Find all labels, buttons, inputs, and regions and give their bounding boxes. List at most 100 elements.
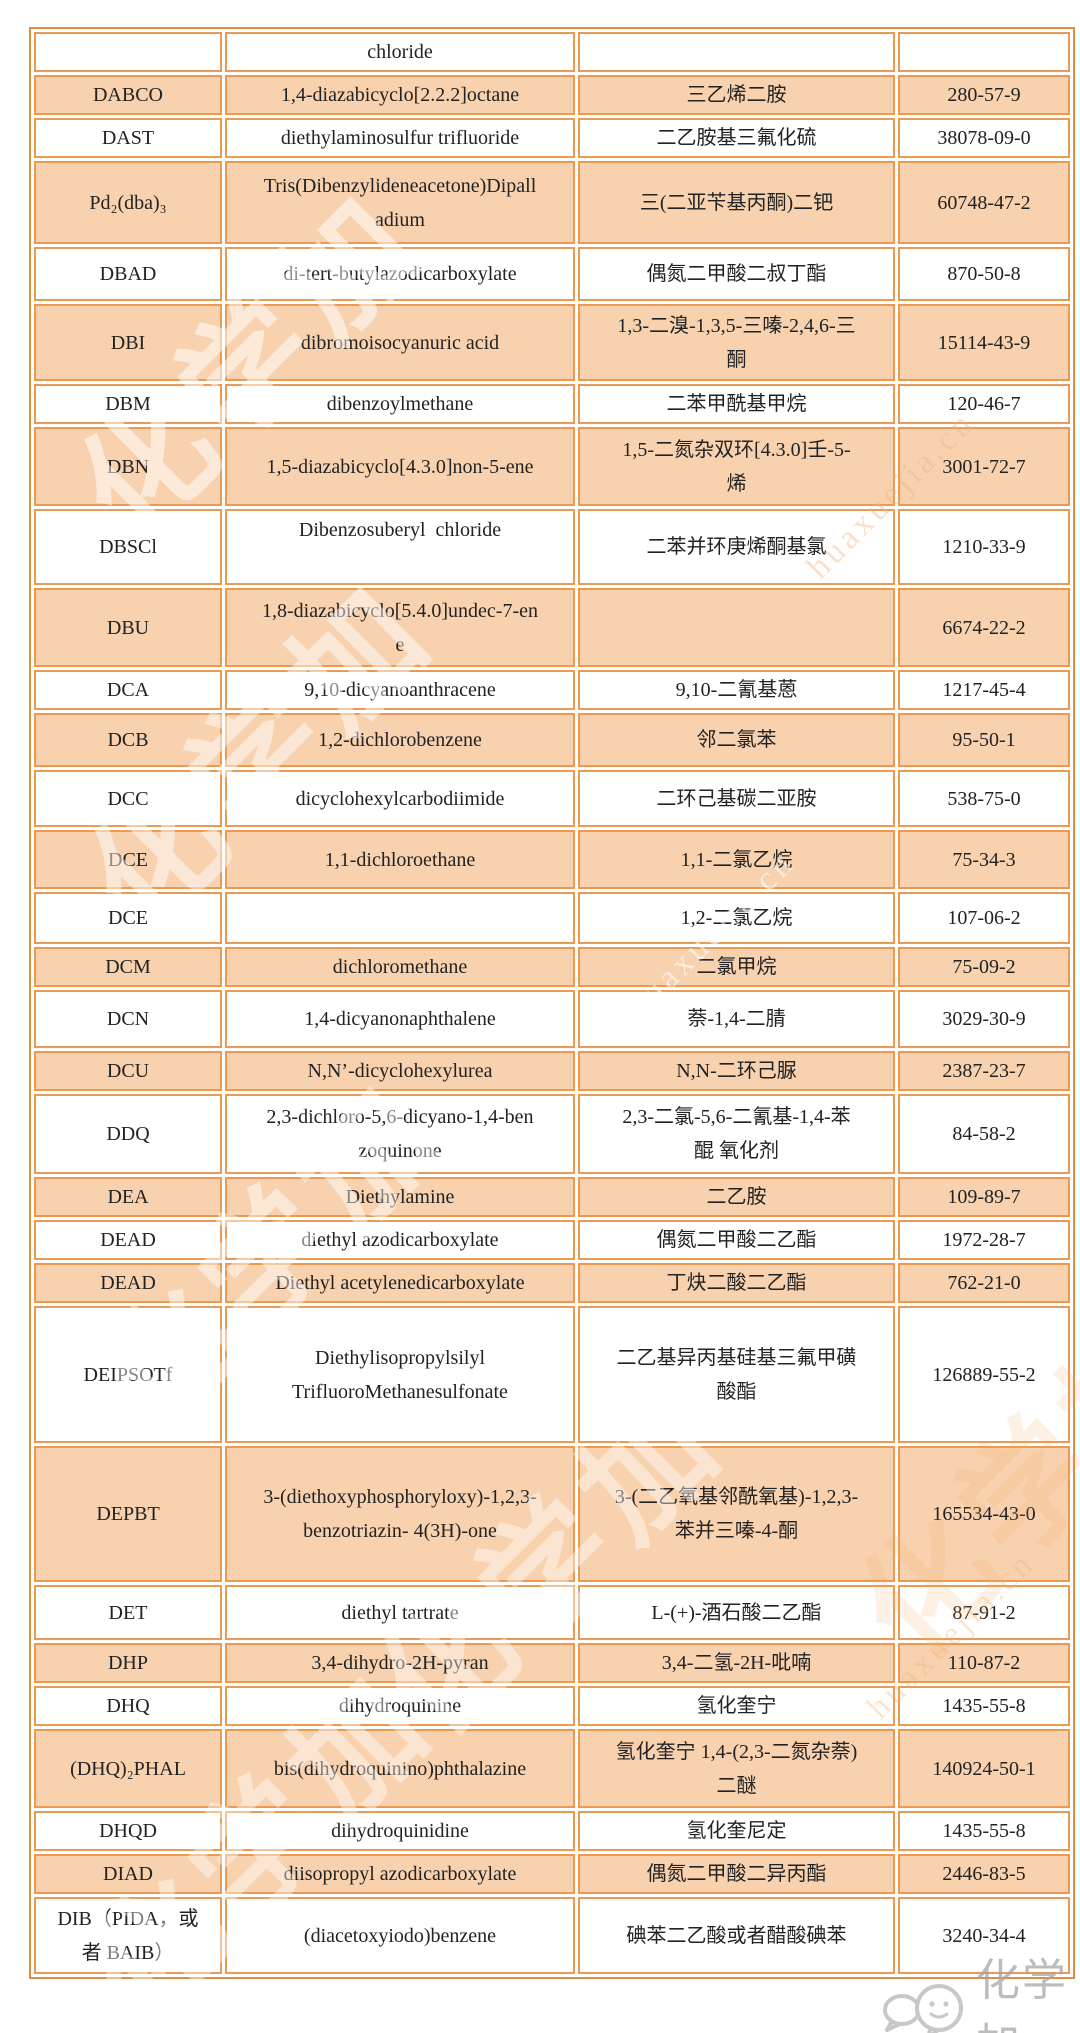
cas-cell: 60748-47-2	[898, 161, 1070, 244]
chinese-name-cell: L-(+)-酒石酸二乙酯	[578, 1585, 895, 1640]
abbr-cell: DHQ	[34, 1686, 222, 1726]
abbr-cell: DET	[34, 1585, 222, 1640]
chinese-name-cell: 三乙烯二胺	[578, 75, 895, 115]
cas-cell: 3001-72-7	[898, 427, 1070, 506]
cas-cell: 1435-55-8	[898, 1811, 1070, 1851]
cas-cell: 87-91-2	[898, 1585, 1070, 1640]
table-row: DEAD Diethyl acetylenedicarboxylate 丁炔二酸二乙…	[34, 1263, 1070, 1303]
table-row: DBI dibromoisocyanuric acid 1,3-二溴-1,3,5-三…	[34, 304, 1070, 381]
abbr-cell: DEAD	[34, 1220, 222, 1260]
abbr-cell: DIAD	[34, 1854, 222, 1894]
table-row: DBN 1,5-diazabicyclo[4.3.0]non-5-ene 1,5-二…	[34, 427, 1070, 506]
cas-cell: 538-75-0	[898, 770, 1070, 827]
abbr-cell	[34, 32, 222, 72]
cas-cell: 84-58-2	[898, 1094, 1070, 1174]
table-row: DEAD diethyl azodicarboxylate 偶氮二甲酸二乙酯 1972…	[34, 1220, 1070, 1260]
table-row: DHQ dihydroquinine 氢化奎宁 1435-55-8	[34, 1686, 1070, 1726]
cas-cell: 109-89-7	[898, 1177, 1070, 1217]
abbr-cell: (DHQ)₂PHAL	[34, 1729, 222, 1808]
english-name-cell: 1,5-diazabicyclo[4.3.0]non-5-ene	[225, 427, 575, 506]
cas-cell: 165534-43-0	[898, 1446, 1070, 1582]
abbr-cell: DHP	[34, 1643, 222, 1683]
abbr-cell: DAST	[34, 118, 222, 158]
chinese-name-cell: 二苯甲酰基甲烷	[578, 384, 895, 424]
table-row: DHQD dihydroquinidine 氢化奎尼定 1435-55-8	[34, 1811, 1070, 1851]
english-name-cell: Dibenzosuberyl chloride	[225, 509, 575, 585]
table-row: DCC dicyclohexylcarbodiimide 二环己基碳二亚胺 538-7…	[34, 770, 1070, 827]
english-name-cell: Tris(Dibenzylideneacetone)Dipall adium	[225, 161, 575, 244]
table-row: DBSCl Dibenzosuberyl chloride 二苯并环庚烯酮基氯 12…	[34, 509, 1070, 585]
abbr-cell: DEPBT	[34, 1446, 222, 1582]
abbr-cell: DDQ	[34, 1094, 222, 1174]
cas-cell: 1435-55-8	[898, 1686, 1070, 1726]
english-name-cell: diethyl azodicarboxylate	[225, 1220, 575, 1260]
table-row: DET diethyl tartrate L-(+)-酒石酸二乙酯 87-91-2	[34, 1585, 1070, 1640]
cas-cell: 6674-22-2	[898, 588, 1070, 667]
english-name-cell	[225, 892, 575, 944]
cas-cell: 95-50-1	[898, 713, 1070, 767]
english-name-cell: (diacetoxyiodo)benzene	[225, 1897, 575, 1974]
english-name-cell: dihydroquinidine	[225, 1811, 575, 1851]
chat-bubbles-icon	[878, 1972, 970, 2033]
chinese-name-cell: 二乙胺基三氟化硫	[578, 118, 895, 158]
abbr-cell: DBN	[34, 427, 222, 506]
cas-cell: 870-50-8	[898, 247, 1070, 301]
table-row: DCE 1,1-dichloroethane 1,1-二氯乙烷 75-34-3	[34, 830, 1070, 889]
cas-cell: 75-34-3	[898, 830, 1070, 889]
english-name-cell: dibenzoylmethane	[225, 384, 575, 424]
table-row: DBAD di-tert-butylazodicarboxylate 偶氮二甲酸二叔…	[34, 247, 1070, 301]
abbr-cell: DBI	[34, 304, 222, 381]
abbr-cell: DABCO	[34, 75, 222, 115]
abbr-cell: DCU	[34, 1051, 222, 1091]
abbr-cell: DCB	[34, 713, 222, 767]
cas-cell: 107-06-2	[898, 892, 1070, 944]
english-name-cell: Diethyl acetylenedicarboxylate	[225, 1263, 575, 1303]
abbr-cell: DBAD	[34, 247, 222, 301]
abbr-cell: DCA	[34, 670, 222, 710]
abbr-cell: DCC	[34, 770, 222, 827]
english-name-cell: chloride	[225, 32, 575, 72]
abbr-cell: DBM	[34, 384, 222, 424]
english-name-cell: N,N’-dicyclohexylurea	[225, 1051, 575, 1091]
english-name-cell: di-tert-butylazodicarboxylate	[225, 247, 575, 301]
chinese-name-cell: 二乙胺	[578, 1177, 895, 1217]
table-row: DEA Diethylamine 二乙胺 109-89-7	[34, 1177, 1070, 1217]
english-name-cell: dicyclohexylcarbodiimide	[225, 770, 575, 827]
english-name-cell: dibromoisocyanuric acid	[225, 304, 575, 381]
table-row: DEIPSOTf Diethylisopropylsilyl TrifluoroM…	[34, 1306, 1070, 1443]
reagent-abbreviation-table: chloride DABCO 1,4-diazabicyclo[2.2.2]octa…	[29, 27, 1075, 1979]
cas-cell: 762-21-0	[898, 1263, 1070, 1303]
table-row: DCM dichloromethane 二氯甲烷 75-09-2	[34, 947, 1070, 987]
cas-cell: 75-09-2	[898, 947, 1070, 987]
chinese-name-cell: 邻二氯苯	[578, 713, 895, 767]
abbr-cell: DHQD	[34, 1811, 222, 1851]
cas-cell: 280-57-9	[898, 75, 1070, 115]
chinese-name-cell: N,N-二环己脲	[578, 1051, 895, 1091]
table-row: chloride	[34, 32, 1070, 72]
chinese-name-cell: 3,4-二氢-2H-吡喃	[578, 1643, 895, 1683]
table-row: DCN 1,4-dicyanonaphthalene 萘-1,4-二腈 3029-30…	[34, 990, 1070, 1048]
cas-cell: 2446-83-5	[898, 1854, 1070, 1894]
chinese-name-cell: 2,3-二氯-5,6-二氰基-1,4-苯 醌 氧化剂	[578, 1094, 895, 1174]
abbr-cell: DCE	[34, 892, 222, 944]
abbr-cell: DCM	[34, 947, 222, 987]
table-row: DABCO 1,4-diazabicyclo[2.2.2]octane 三乙烯二胺 2…	[34, 75, 1070, 115]
table-row: DDQ 2,3-dichloro-5,6-dicyano-1,4-ben zoqu…	[34, 1094, 1070, 1174]
english-name-cell: 1,4-dicyanonaphthalene	[225, 990, 575, 1048]
chinese-name-cell: 二苯并环庚烯酮基氯	[578, 509, 895, 585]
english-name-cell: dichloromethane	[225, 947, 575, 987]
abbr-cell: Pd₂(dba)₃	[34, 161, 222, 244]
table-row: DHP 3,4-dihydro-2H-pyran 3,4-二氢-2H-吡喃 110-8…	[34, 1643, 1070, 1683]
table-row: DCU N,N’-dicyclohexylurea N,N-二环己脲 2387-23-…	[34, 1051, 1070, 1091]
english-name-cell: Diethylisopropylsilyl TrifluoroMethanesu…	[225, 1306, 575, 1443]
table-row: DIAD diisopropyl azodicarboxylate 偶氮二甲酸二异丙…	[34, 1854, 1070, 1894]
english-name-cell: 9,10-dicyanoanthracene	[225, 670, 575, 710]
chinese-name-cell: 偶氮二甲酸二乙酯	[578, 1220, 895, 1260]
english-name-cell: 2,3-dichloro-5,6-dicyano-1,4-ben zoquino…	[225, 1094, 575, 1174]
english-name-cell: diethyl tartrate	[225, 1585, 575, 1640]
english-name-cell: 1,8-diazabicyclo[5.4.0]undec-7-en e	[225, 588, 575, 667]
chinese-name-cell: 偶氮二甲酸二异丙酯	[578, 1854, 895, 1894]
cas-cell: 15114-43-9	[898, 304, 1070, 381]
chinese-name-cell: 三(二亚苄基丙酮)二钯	[578, 161, 895, 244]
abbr-cell: DEA	[34, 1177, 222, 1217]
